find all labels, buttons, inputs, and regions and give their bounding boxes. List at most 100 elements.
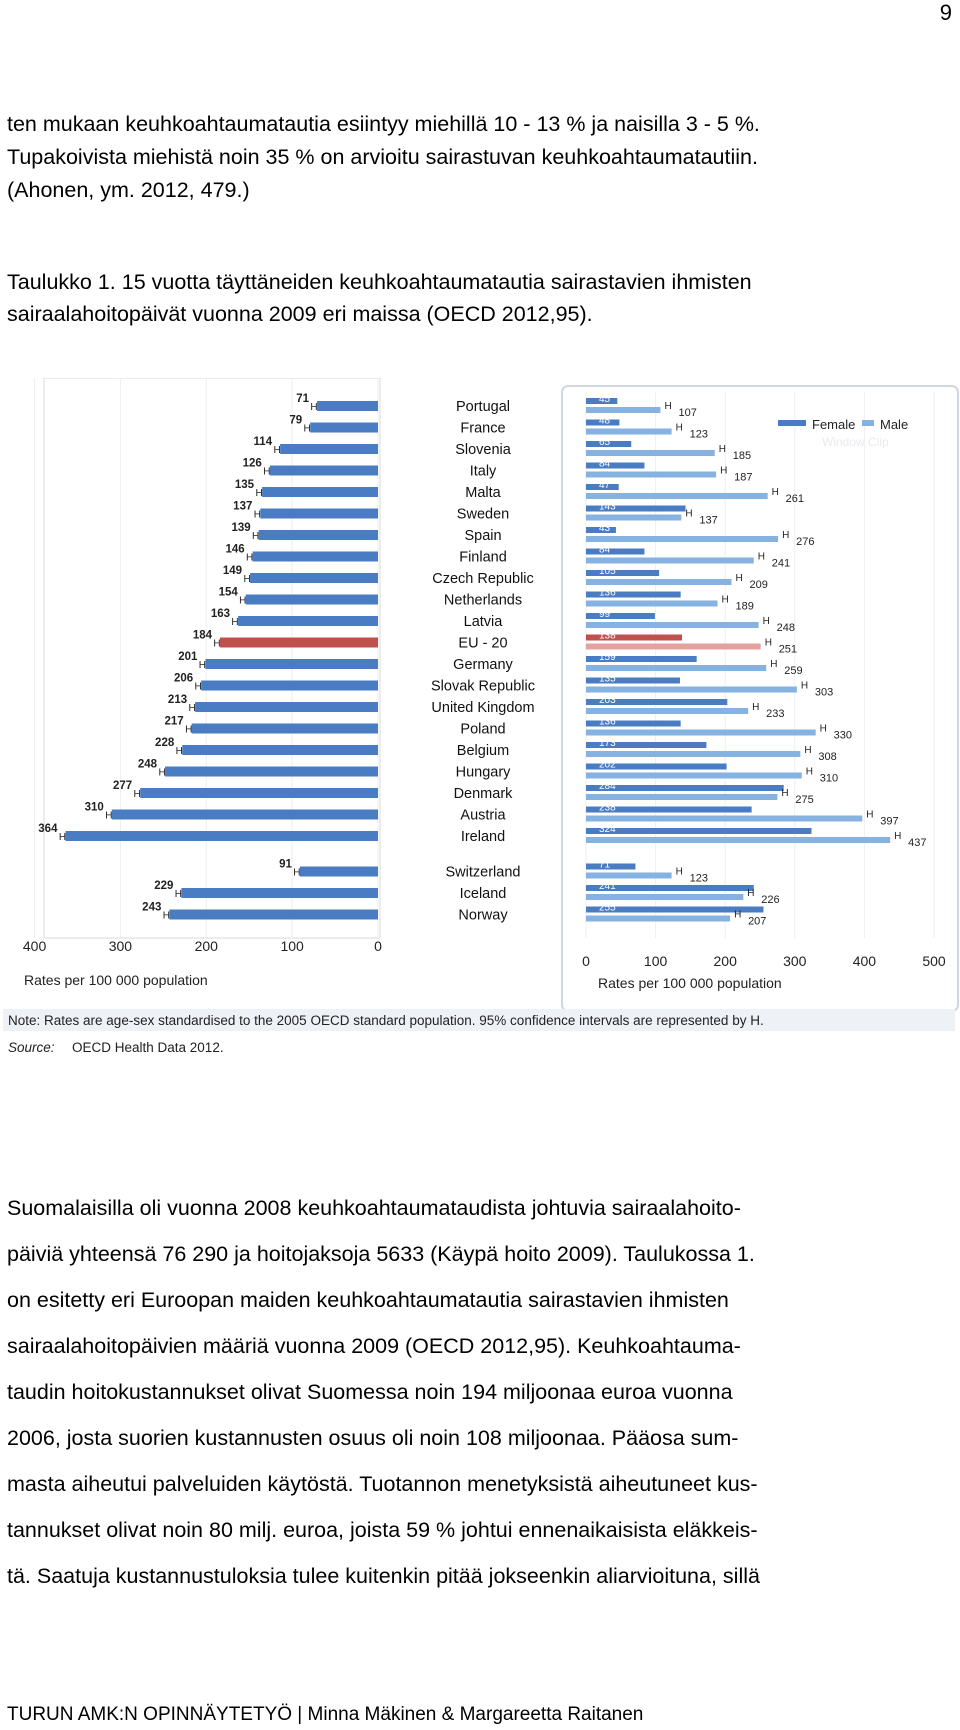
female-bar xyxy=(586,806,752,813)
female-value-label: 202 xyxy=(599,760,616,771)
left-tick-label: 400 xyxy=(23,938,47,954)
confidence-marker: H xyxy=(720,466,727,477)
female-bar xyxy=(586,763,727,770)
confidence-marker: H xyxy=(185,725,192,736)
female-bar xyxy=(586,863,636,870)
female-bar xyxy=(586,785,784,791)
female-value-label: 159 xyxy=(599,652,616,663)
confidence-marker: H xyxy=(747,888,754,899)
male-bar xyxy=(586,643,761,650)
confidence-marker: H xyxy=(293,868,300,879)
left-bar xyxy=(191,723,378,734)
male-value-label: 261 xyxy=(786,493,804,505)
table-caption: Taulukko 1. 15 vuotta täyttäneiden keuhk… xyxy=(7,266,953,330)
left-value-label: 206 xyxy=(174,673,193,685)
left-value-label: 91 xyxy=(279,859,292,871)
confidence-marker: H xyxy=(175,889,182,900)
male-bar xyxy=(586,557,754,564)
male-bar xyxy=(586,915,731,922)
male-bar xyxy=(586,536,779,542)
confidence-marker: H xyxy=(664,401,671,412)
female-bar xyxy=(586,398,618,404)
male-value-label: 185 xyxy=(733,450,751,462)
country-label: Austria xyxy=(460,808,506,824)
male-value-label: 248 xyxy=(777,622,795,634)
left-value-label: 364 xyxy=(38,823,58,835)
male-value-label: 437 xyxy=(908,837,926,849)
left-value-label: 135 xyxy=(235,479,255,491)
body-line: masta aiheutui palveluiden käytöstä. Tuo… xyxy=(7,1472,758,1496)
female-bar xyxy=(586,677,680,684)
left-value-label: 114 xyxy=(254,436,273,448)
male-value-label: 233 xyxy=(766,708,784,720)
male-bar xyxy=(586,622,759,628)
confidence-marker: H xyxy=(820,724,827,735)
right-tick-label: 500 xyxy=(922,953,946,969)
left-value-label: 146 xyxy=(225,544,244,556)
left-tick-label: 100 xyxy=(280,938,304,954)
left-tick-label: 0 xyxy=(374,938,382,954)
country-label: Latvia xyxy=(464,614,504,630)
female-value-label: 84 xyxy=(599,459,611,470)
confidence-marker: H xyxy=(866,810,873,821)
left-value-label: 277 xyxy=(113,780,132,792)
country-labels: Portugal France Slovenia Italy Malta Sweden Sp… xyxy=(431,399,535,924)
confidence-marker: H xyxy=(243,574,250,585)
left-bar xyxy=(65,831,378,841)
confidence-marker: H xyxy=(806,767,813,778)
country-label: Norway xyxy=(458,908,508,924)
female-bar xyxy=(586,419,620,426)
confidence-marker: H xyxy=(263,467,270,478)
body-paragraph: Suomalaisilla oli vuonna 2008 keuhkoahta… xyxy=(7,1185,953,1599)
female-bar xyxy=(586,885,754,891)
intro-line: Tupakoivista miehistä noin 35 % on arvio… xyxy=(7,145,758,169)
confidence-marker: H xyxy=(252,531,259,542)
confidence-marker: H xyxy=(239,596,246,607)
male-bar xyxy=(586,450,715,456)
male-value-label: 330 xyxy=(834,730,852,742)
male-value-label: 123 xyxy=(690,873,708,885)
legend-label-male: Male xyxy=(880,417,908,432)
figure-svg: 0 100 200 300 400 Rates per 100 000 populatio… xyxy=(3,377,959,1055)
male-value-label: 275 xyxy=(795,794,813,806)
male-bar xyxy=(586,514,682,521)
male-bar xyxy=(586,708,749,714)
page-footer: TURUN AMK:N OPINNÄYTETYÖ | Minna Mäkinen… xyxy=(7,1704,644,1725)
left-axis-title: Rates per 100 000 population xyxy=(24,972,208,988)
male-value-label: 259 xyxy=(784,665,802,677)
confidence-marker: H xyxy=(195,682,202,693)
right-axis-title: Rates per 100 000 population xyxy=(598,975,782,991)
left-tick-label: 200 xyxy=(195,938,219,954)
country-label: Denmark xyxy=(454,786,514,802)
left-bar xyxy=(262,487,378,497)
legend-label-female: Female xyxy=(812,417,855,432)
left-value-label: 149 xyxy=(223,565,242,577)
female-bar xyxy=(586,699,728,705)
figure-note: Note: Rates are age-sex standardised to … xyxy=(8,1013,764,1028)
male-bar xyxy=(586,815,863,822)
intro-line: (Ahonen, ym. 2012, 479.) xyxy=(7,178,250,202)
female-value-label: 136 xyxy=(599,588,616,599)
male-value-label: 310 xyxy=(820,773,838,785)
confidence-marker: H xyxy=(255,488,262,499)
country-label: EU - 20 xyxy=(458,636,507,652)
female-bar xyxy=(586,548,645,555)
left-value-label: 217 xyxy=(164,716,183,728)
country-label: Slovak Republic xyxy=(431,679,535,695)
confidence-marker: H xyxy=(676,867,683,878)
body-line: on esitetty eri Euroopan maiden keuhkoah… xyxy=(7,1288,729,1312)
male-bar xyxy=(586,579,732,585)
confidence-marker: H xyxy=(274,445,281,456)
left-value-label: 184 xyxy=(193,630,213,642)
confidence-marker: H xyxy=(163,911,170,922)
confidence-marker: H xyxy=(213,639,220,650)
left-value-label: 71 xyxy=(296,393,309,405)
male-bar xyxy=(586,471,717,478)
confidence-marker: H xyxy=(158,768,165,779)
confidence-marker: H xyxy=(804,745,811,756)
female-value-label: 284 xyxy=(599,781,616,792)
left-bar xyxy=(220,637,378,648)
confidence-marker: H xyxy=(758,552,765,563)
male-bar xyxy=(586,600,718,607)
confidence-marker: H xyxy=(719,444,726,455)
